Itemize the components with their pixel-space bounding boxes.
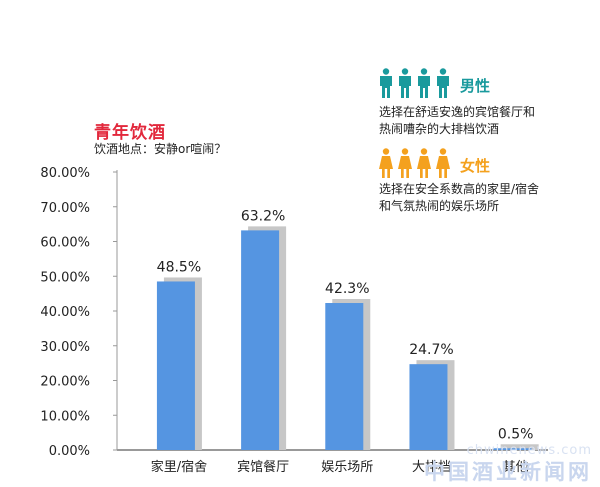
bar (493, 448, 532, 450)
data-label: 42.3% (325, 281, 369, 297)
x-tick-label: 娱乐场所 (321, 460, 373, 475)
bar (241, 230, 280, 450)
female-person-icon (398, 148, 412, 178)
legend-female-description: 选择在安全系数高的家里/宿舍 和气氛热闹的娱乐场所 (379, 182, 540, 213)
female-person-icon (436, 148, 450, 178)
data-label: 48.5% (157, 259, 201, 275)
y-tick-label: 10.00% (40, 409, 90, 424)
watermark-site-name: 中国酒业新闻网 (424, 460, 592, 484)
chart-title: 青年饮酒 (94, 123, 166, 143)
male-icons (378, 68, 454, 102)
data-label: 24.7% (409, 342, 453, 358)
legend-male: 男性 (378, 68, 490, 102)
y-tick-label: 30.00% (40, 340, 90, 355)
y-tick-label: 20.00% (40, 375, 90, 390)
y-tick-label: 80.00% (40, 166, 90, 181)
y-tick-label: 60.00% (40, 236, 90, 251)
y-tick-label: 50.00% (40, 270, 90, 285)
x-tick-label: 其他 (503, 460, 529, 475)
y-tick-label: 0.00% (49, 444, 90, 459)
legend-male-label: 男性 (460, 76, 491, 95)
legend-female-label: 女性 (460, 156, 491, 175)
y-tick-label: 70.00% (40, 201, 90, 216)
male-person-icon (380, 68, 392, 98)
watermark: chwinenews.com 中国酒业新闻网 (424, 443, 592, 486)
watermark-url: chwinenews.com (466, 443, 592, 458)
x-tick-label: 大排档 (412, 460, 451, 475)
chart-subtitle: 饮酒地点：安静or喧闹？ (94, 142, 227, 156)
male-person-icon (437, 68, 449, 98)
bar (325, 303, 364, 450)
female-icons (378, 148, 454, 182)
y-tick-label: 40.00% (40, 305, 90, 320)
data-label: 63.2% (241, 208, 285, 224)
female-person-icon (417, 148, 431, 178)
bar-shadow (500, 444, 539, 450)
male-person-icon (399, 68, 411, 98)
female-person-icon (379, 148, 393, 178)
bar (409, 364, 448, 450)
bar (156, 281, 195, 450)
legend-male-description: 选择在舒适安逸的宾馆餐厅和 热闹嘈杂的大排档饮酒 (379, 105, 536, 136)
data-label: 0.5% (498, 426, 534, 442)
x-tick-label: 宾馆餐厅 (237, 459, 289, 475)
legend-female: 女性 (378, 148, 490, 182)
x-tick-label: 家里/宿舍 (151, 459, 207, 475)
male-person-icon (418, 68, 430, 98)
